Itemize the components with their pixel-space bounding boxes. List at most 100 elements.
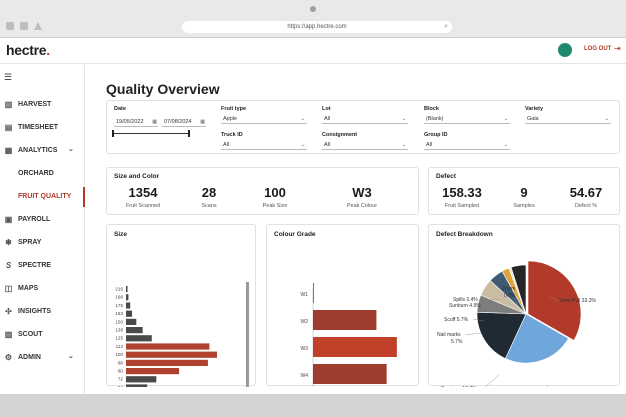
block-select[interactable]: (Blank) ⌄	[424, 115, 510, 124]
colour-bar	[313, 283, 314, 303]
top-header: hectre. LOG OUT ⇥	[0, 38, 626, 64]
camera-dot	[310, 6, 316, 12]
colour-tick-label: W3	[301, 346, 309, 352]
chevron-down-icon: ⌄	[68, 146, 74, 153]
size-tick-label: 100	[115, 352, 123, 357]
group-id-value: All	[426, 142, 433, 148]
size-tick-label: 150	[115, 319, 123, 324]
logout-button[interactable]: LOG OUT	[584, 46, 612, 52]
sidebar-item-payroll[interactable]: ▣ PAYROLL	[0, 210, 85, 230]
date-range-slider-handle[interactable]	[188, 130, 190, 137]
date-to-value: 07/08/2024	[164, 119, 192, 125]
pie-label-scuff: Scuff 5.7%	[444, 317, 469, 323]
group-id-select[interactable]: All ⌄	[424, 141, 510, 150]
size-bar	[126, 343, 210, 350]
pie-label-sunburn: Sunburn 4.9%	[449, 303, 481, 309]
peak-size-value: 100	[264, 185, 286, 200]
pie-label-nail-marks: Nail marks	[437, 332, 461, 338]
size-bar	[126, 318, 137, 325]
address-bar[interactable]: https://app.hectre.com ⌕	[182, 21, 452, 33]
date-to-field[interactable]: 07/08/2024 ▦	[162, 118, 206, 127]
fruit-type-value: Apple	[223, 116, 238, 122]
bar-chart-icon: ▥	[4, 100, 13, 109]
fruit-type-select[interactable]: Apple ⌄	[221, 115, 307, 124]
colour-bar	[313, 310, 377, 330]
sidebar-item-timesheet[interactable]: ▤ TIMESHEET	[0, 118, 85, 138]
calendar-icon[interactable]: ▦	[200, 119, 205, 125]
hectre-logo[interactable]: hectre.	[6, 42, 50, 58]
variety-select[interactable]: Gala ⌄	[525, 115, 611, 124]
date-label: Date	[114, 106, 126, 112]
sidebar-item-label: TIMESHEET	[18, 124, 59, 131]
pie-slice	[476, 311, 527, 359]
gear-icon: ⚙	[4, 353, 13, 362]
chart-scrollbar	[246, 282, 249, 387]
colour-tick-label: W4	[301, 373, 309, 379]
defect-pie-chart: Stem Pull 33.3%Bruise 23.6%Puncture 18.7…	[437, 260, 597, 387]
peak-size-label: Peak Size	[262, 203, 288, 209]
pie-slice	[510, 264, 527, 315]
truck-id-select[interactable]: All ⌄	[221, 141, 307, 150]
defect-breakdown-card: Defect Breakdown Stem Pull 33.3%Bruise 2…	[428, 224, 620, 387]
window-control-icon[interactable]	[6, 22, 14, 30]
size-bar	[126, 359, 208, 366]
sidebar-item-scout[interactable]: ▨ SCOUT	[0, 325, 85, 345]
chevron-down-icon: ⌄	[503, 142, 508, 148]
filters-card: Date 19/05/2022 ▦ 07/08/2024 ▦ Fruit typ…	[106, 100, 620, 154]
chevron-down-icon: ⌄	[401, 142, 406, 148]
chart-title: Defect Breakdown	[436, 231, 493, 238]
window-control-icon[interactable]	[20, 22, 28, 30]
consignment-select[interactable]: All ⌄	[322, 141, 408, 150]
logout-icon[interactable]: ⇥	[614, 44, 621, 53]
lot-value: All	[324, 116, 331, 122]
size-bar	[126, 327, 143, 334]
colour-tick-label: W1	[301, 292, 309, 298]
truck-id-label: Truck ID	[221, 132, 243, 138]
sidebar-item-insights[interactable]: ✣ INSIGHTS	[0, 302, 85, 322]
peak-colour-value: W3	[352, 185, 372, 200]
menu-collapse-icon[interactable]: ☰	[4, 72, 13, 82]
size-bar	[126, 294, 129, 301]
consignment-value: All	[324, 142, 331, 148]
variety-label: Variety	[525, 106, 544, 112]
sidebar-item-fruit-quality[interactable]: FRUIT QUALITY	[0, 187, 85, 207]
size-bar	[126, 384, 148, 387]
sidebar-item-spectre[interactable]: S SPECTRE	[0, 256, 85, 276]
date-range-slider-track[interactable]	[113, 133, 190, 134]
samples-value: 9	[520, 185, 528, 200]
calendar-icon[interactable]: ▦	[152, 119, 157, 125]
warning-icon	[34, 22, 42, 30]
pie-leader-line	[513, 297, 519, 306]
sidebar-item-analytics[interactable]: ▦ ANALYTICS ⌄	[0, 141, 85, 161]
date-from-field[interactable]: 19/05/2022 ▦	[114, 118, 158, 127]
sidebar-item-spray[interactable]: ✱ SPRAY	[0, 233, 85, 253]
defect-percent-label: Defect %	[574, 203, 598, 209]
group-id-label: Group ID	[424, 132, 448, 138]
insights-icon: ✣	[5, 307, 12, 316]
sidebar-item-orchard[interactable]: ORCHARD	[0, 164, 85, 184]
app-window: hectre. LOG OUT ⇥ ☰ ▥ HARVEST ▤ TIMESHEE…	[0, 38, 626, 394]
pie-leader-line	[472, 318, 485, 322]
sidebar-item-harvest[interactable]: ▥ HARVEST	[0, 95, 85, 115]
chevron-down-icon: ⌄	[604, 116, 609, 122]
sidebar-item-maps[interactable]: ◫ MAPS	[0, 279, 85, 299]
pie-leader-line	[484, 374, 500, 387]
avatar[interactable]	[558, 43, 572, 57]
fruit-scanned-label: Fruit Scanned	[125, 203, 161, 209]
sidebar-item-admin[interactable]: ⚙ ADMIN ⌄	[0, 348, 85, 368]
pie-leader-line	[484, 304, 493, 308]
fruit-type-label: Fruit type	[221, 106, 247, 112]
fruit-scanned-value: 1354	[128, 185, 158, 200]
size-tick-label: 72	[118, 377, 124, 382]
search-icon[interactable]: ⌕	[444, 23, 448, 30]
map-icon: ◫	[4, 284, 13, 293]
size-chart-card: Size 216 198 175 163 150 138 125 113 100 88 80 72 64…	[106, 224, 256, 387]
consignment-label: Consignment	[322, 132, 358, 138]
scans-label: Scans	[201, 203, 217, 209]
pie-label-nail-marks-pct: 5.7%	[451, 339, 463, 345]
lot-select[interactable]: All ⌄	[322, 115, 408, 124]
date-range-slider-handle[interactable]	[112, 130, 114, 137]
size-bar	[126, 376, 157, 383]
device-bottom-bezel	[0, 394, 626, 417]
